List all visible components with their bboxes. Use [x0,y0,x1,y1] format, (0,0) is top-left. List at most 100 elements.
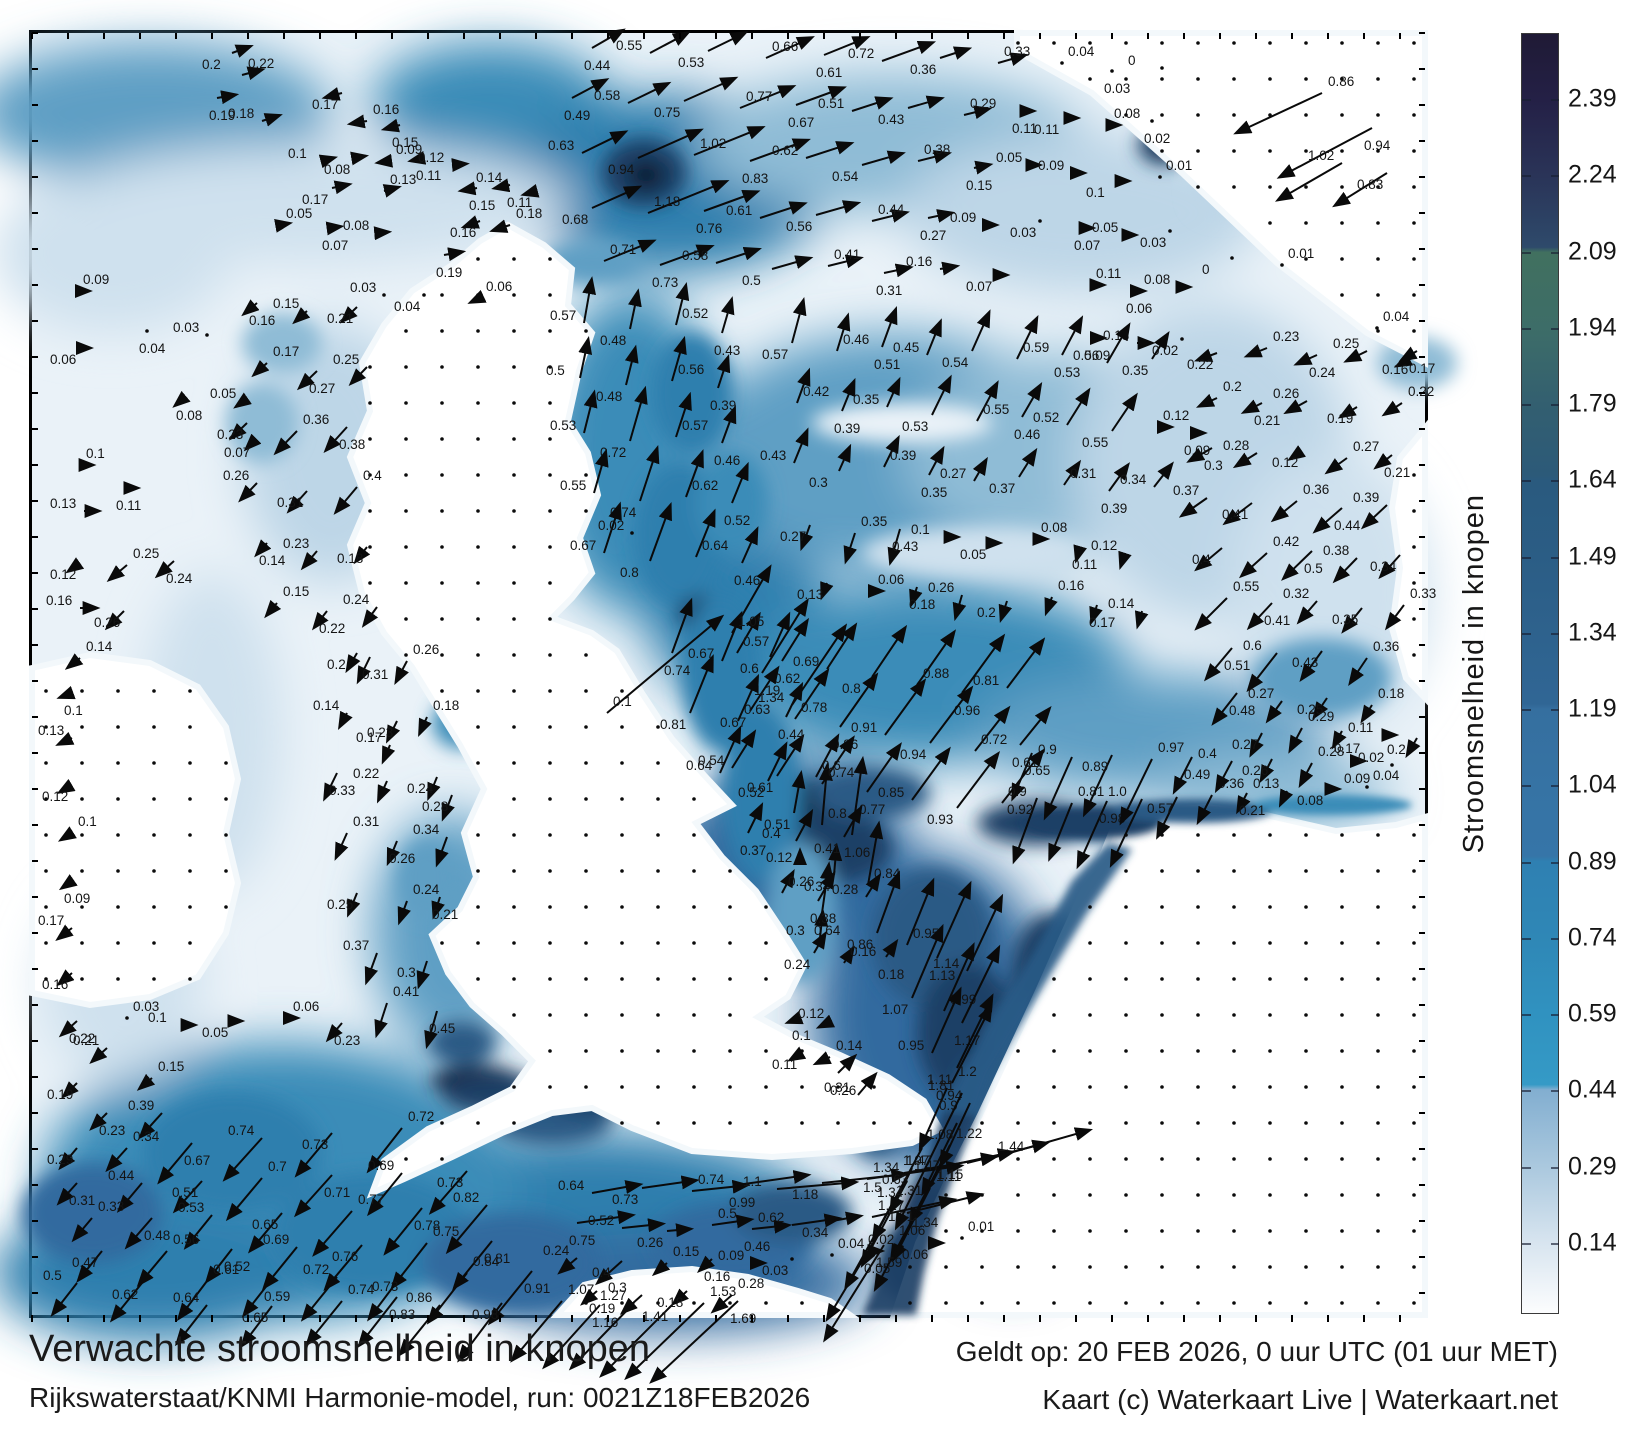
svg-text:0.51: 0.51 [874,357,900,372]
svg-text:0.17: 0.17 [356,730,382,745]
svg-text:0.03: 0.03 [762,1263,788,1278]
svg-text:0.74: 0.74 [228,1123,255,1138]
colorbar-tick [1551,1014,1559,1017]
svg-text:0.1: 0.1 [1086,185,1105,200]
svg-text:0.83: 0.83 [1357,177,1383,192]
svg-text:0.04: 0.04 [1068,44,1095,59]
svg-text:0.56: 0.56 [1073,348,1099,363]
svg-text:0.04: 0.04 [838,1236,865,1251]
svg-text:0.71: 0.71 [610,242,636,257]
svg-text:0.12: 0.12 [1163,408,1189,423]
svg-text:0.3: 0.3 [786,923,805,938]
svg-text:1.11: 1.11 [936,1169,961,1184]
svg-text:0.23: 0.23 [217,427,243,442]
land-masses [29,30,1428,1318]
svg-text:0.69: 0.69 [263,1232,289,1247]
svg-text:0.3: 0.3 [397,965,416,980]
svg-text:0.32: 0.32 [1283,586,1309,601]
svg-text:0.06: 0.06 [878,572,904,587]
svg-text:0.57: 0.57 [550,308,576,323]
svg-text:0.26: 0.26 [830,1083,856,1098]
svg-text:1.34: 1.34 [758,690,785,705]
svg-text:0.74: 0.74 [664,663,691,678]
svg-text:0.06: 0.06 [1126,301,1152,316]
svg-text:0.86: 0.86 [1328,74,1354,89]
svg-text:0.14: 0.14 [86,639,113,654]
svg-text:0.42: 0.42 [803,384,829,399]
svg-text:0.51: 0.51 [764,817,790,832]
svg-text:0.57: 0.57 [743,634,769,649]
svg-text:0.2: 0.2 [977,605,996,620]
svg-text:0.88: 0.88 [923,666,949,681]
svg-text:0.27: 0.27 [920,228,946,243]
colorbar-tick-label: 0.74 [1568,923,1617,952]
svg-text:0.1: 0.1 [792,1028,811,1043]
svg-text:0.21: 0.21 [1239,803,1265,818]
colorbar-tick-label: 1.49 [1568,542,1617,571]
svg-text:0.39: 0.39 [128,1098,154,1113]
svg-text:0.5: 0.5 [546,363,565,378]
svg-text:0.39: 0.39 [834,421,860,436]
svg-text:0.12: 0.12 [1272,455,1298,470]
colorbar-tick-label: 0.59 [1568,999,1617,1028]
svg-text:0.01: 0.01 [968,1219,994,1234]
svg-text:0.41: 0.41 [1264,613,1290,628]
svg-text:0.73: 0.73 [372,1279,398,1294]
map-canvas: 0.2 0.220.190.180.17 0.160.150.10.080.090.… [0,28,1457,1384]
svg-text:0.31: 0.31 [353,814,379,829]
svg-text:0.02: 0.02 [598,518,624,533]
svg-text:0.07: 0.07 [224,445,250,460]
svg-text:0.74: 0.74 [698,1172,725,1187]
svg-text:0.34: 0.34 [1370,559,1397,574]
svg-text:0.26: 0.26 [1242,763,1268,778]
svg-text:0.35: 0.35 [861,514,887,529]
svg-text:0.22: 0.22 [353,766,379,781]
svg-text:0.16: 0.16 [450,225,476,240]
svg-text:0.72: 0.72 [303,1262,329,1277]
svg-text:0.85: 0.85 [878,785,904,800]
svg-text:1.41: 1.41 [642,1309,668,1324]
map-title: Verwachte stroomsnelheid in knopen [29,1328,651,1370]
svg-text:0.39: 0.39 [710,398,736,413]
svg-text:0.28: 0.28 [832,882,858,897]
svg-text:0.3: 0.3 [608,1280,627,1295]
svg-text:0.53: 0.53 [1054,365,1080,380]
svg-text:0.4: 0.4 [1198,746,1217,761]
svg-text:0.24: 0.24 [784,957,811,972]
svg-text:0.52: 0.52 [724,513,750,528]
svg-text:0.14: 0.14 [476,170,503,185]
model-run-line: Rijkswaterstaat/KNMI Harmonie-model, run… [29,1382,811,1413]
svg-text:0.78: 0.78 [414,1218,440,1233]
svg-text:0.52: 0.52 [224,1259,250,1274]
land-grid-dots [44,41,1416,1305]
svg-text:0.11: 0.11 [1034,122,1059,137]
svg-text:0.61: 0.61 [747,780,773,795]
svg-text:0.19: 0.19 [436,265,462,280]
svg-text:0.18: 0.18 [1378,686,1404,701]
svg-text:0.73: 0.73 [612,1192,638,1207]
svg-text:0.46: 0.46 [843,332,869,347]
svg-text:0.07: 0.07 [1074,238,1100,253]
svg-text:1.06: 1.06 [844,845,870,860]
svg-text:0.72: 0.72 [408,1109,434,1124]
svg-text:1.1: 1.1 [743,1174,762,1189]
svg-text:0.17: 0.17 [1409,361,1435,376]
svg-text:0.43: 0.43 [878,112,904,127]
svg-text:0.23: 0.23 [1273,329,1299,344]
svg-text:0.43: 0.43 [892,539,918,554]
colorbar-tick-label: 1.34 [1568,618,1617,647]
svg-text:0.81: 0.81 [1078,784,1104,799]
svg-text:0.64: 0.64 [173,1290,200,1305]
svg-text:0.52: 0.52 [682,306,708,321]
svg-text:0.81: 0.81 [484,1251,510,1266]
svg-text:0.13: 0.13 [50,496,76,511]
svg-text:0.55: 0.55 [983,402,1009,417]
colorbar-tick [1522,1242,1531,1245]
svg-text:0.54: 0.54 [942,355,969,370]
svg-text:1.02: 1.02 [1308,148,1334,163]
svg-text:0.18: 0.18 [228,106,254,121]
colorbar-tick-label: 1.64 [1568,465,1617,494]
svg-text:0.77: 0.77 [859,802,885,817]
svg-text:0.16: 0.16 [1058,578,1084,593]
svg-text:0.14: 0.14 [259,553,286,568]
